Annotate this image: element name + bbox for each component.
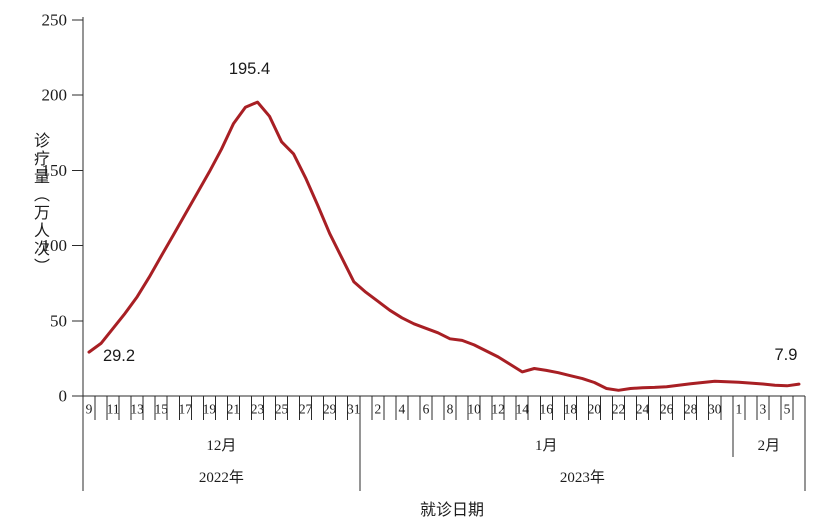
x-day-label: 1 (735, 402, 742, 417)
x-day-label: 2 (374, 402, 381, 417)
x-day-label: 21 (227, 402, 241, 417)
x-day-label: 6 (423, 402, 430, 417)
y-tick-label: 250 (42, 11, 68, 30)
x-day-label: 24 (636, 402, 650, 417)
x-day-label: 8 (447, 402, 454, 417)
x-day-label: 30 (708, 402, 722, 417)
x-day-label: 5 (784, 402, 791, 417)
year-label: 2022年 (199, 469, 244, 486)
y-tick-label: 0 (59, 387, 68, 406)
x-day-label: 13 (130, 402, 144, 417)
x-day-label: 22 (612, 402, 626, 417)
x-day-label: 25 (275, 402, 289, 417)
data-point-annotation: 7.9 (775, 346, 798, 364)
x-day-label: 12 (491, 402, 505, 417)
month-label: 12月 (206, 438, 236, 454)
x-day-label: 19 (203, 402, 217, 417)
month-label: 1月 (535, 438, 558, 454)
x-day-label: 11 (107, 402, 120, 417)
x-axis-title: 就诊日期 (419, 502, 484, 519)
x-day-label: 26 (660, 402, 674, 417)
x-day-label: 3 (760, 402, 767, 417)
x-day-label: 23 (251, 402, 265, 417)
x-day-label: 29 (323, 402, 337, 417)
x-day-label: 28 (684, 402, 698, 417)
x-day-label: 31 (347, 402, 361, 417)
y-tick-label: 200 (42, 86, 68, 105)
y-tick-label: 50 (50, 311, 67, 330)
x-day-label: 27 (299, 402, 313, 417)
year-label: 2023年 (560, 469, 605, 486)
x-day-label: 15 (154, 402, 168, 417)
x-day-label: 10 (467, 402, 481, 417)
x-day-label: 18 (564, 402, 578, 417)
y-axis-title: 诊疗量（万人次） (31, 132, 48, 276)
y-tick-label: 100 (42, 236, 68, 255)
visits-line-series (87, 100, 801, 392)
x-day-label: 9 (86, 402, 93, 417)
x-day-label: 17 (179, 402, 193, 417)
data-point-annotation: 195.4 (229, 60, 270, 78)
x-day-label: 20 (588, 402, 602, 417)
y-tick-label: 150 (42, 161, 68, 180)
month-label: 2月 (758, 438, 781, 454)
x-day-label: 4 (399, 402, 406, 417)
x-day-label: 14 (515, 402, 529, 417)
data-point-annotation: 29.2 (103, 347, 135, 365)
x-day-label: 16 (540, 402, 554, 417)
